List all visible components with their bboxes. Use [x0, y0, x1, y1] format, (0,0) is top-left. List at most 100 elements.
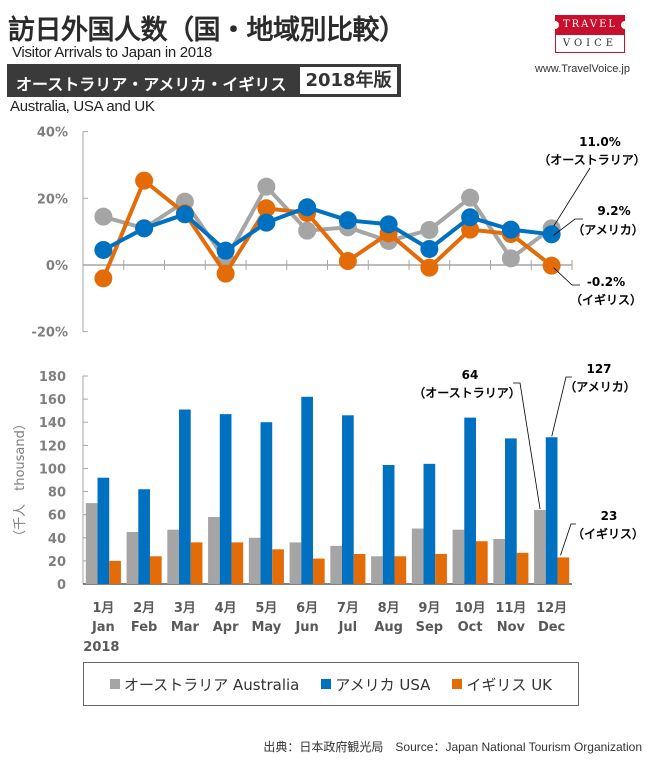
- line-point-usa: [216, 241, 235, 260]
- bar-uk: [394, 556, 407, 584]
- line-point-uk: [135, 171, 154, 190]
- bar-uk: [516, 552, 529, 584]
- bar-x-label-month-ja: 4月: [215, 601, 237, 616]
- bar-uk: [312, 558, 325, 584]
- line-point-uk: [338, 251, 357, 270]
- bar-australia: [289, 542, 302, 584]
- legend-item-uk: イギリス UK: [452, 674, 552, 695]
- line-point-australia: [94, 207, 113, 226]
- bar-x-label-month-ja: 10月: [455, 601, 486, 616]
- bar-usa: [97, 477, 110, 584]
- line-annotation-value-usa: 9.2%: [597, 204, 630, 218]
- bar-uk: [353, 553, 366, 584]
- line-point-uk: [94, 269, 113, 288]
- bar-usa: [138, 489, 150, 584]
- bar-x-label-year: 2018: [83, 640, 119, 655]
- line-annotation-value-uk: -0.2%: [587, 275, 625, 289]
- legend-item-usa: アメリカ USA: [321, 674, 430, 695]
- bar-x-label-month-en: Jun: [294, 620, 318, 635]
- line-point-usa: [501, 220, 520, 239]
- bar-x-label-month-ja: 6月: [296, 601, 318, 616]
- line-point-usa: [379, 215, 398, 234]
- bar-x-label-month-en: Apr: [213, 620, 239, 635]
- logo-notch-right: [621, 21, 629, 29]
- bar-australia: [371, 556, 383, 584]
- bar-usa: [342, 415, 354, 584]
- bar-chart: 0 20 40 60 80 100 120 140 160 180 （千人 thousand） 1月 J…: [13, 362, 644, 655]
- bar-y-tick-label: 60: [48, 509, 66, 524]
- line-callout-usa: [553, 218, 583, 236]
- line-chart: -20% 0% 20% 40% 11.0% （オーストラリア） 9.2% （アメリカ） -0.2…: [31, 126, 645, 341]
- bar-callout-usa: [551, 376, 572, 437]
- source-credit: 出典：日本政府観光局 Source：Japan National Tourism…: [263, 740, 642, 754]
- bar-uk: [190, 542, 203, 584]
- line-callout-uk: [553, 267, 580, 286]
- bar-annotation-value-australia: 64: [462, 368, 479, 382]
- line-annotation-value-australia: 11.0%: [579, 135, 621, 149]
- line-point-uk: [420, 258, 439, 277]
- bar-x-label-month-en: Jul: [338, 620, 358, 635]
- bar-uk: [272, 549, 284, 584]
- legend-swatch-usa: [321, 679, 332, 689]
- line-point-usa: [257, 213, 276, 232]
- bar-y-tick-label: 0: [57, 578, 66, 593]
- bar-australia: [411, 528, 424, 584]
- bar-australia: [208, 516, 220, 584]
- legend-label-uk: イギリス UK: [466, 675, 553, 694]
- line-point-australia: [461, 188, 480, 207]
- bar-usa: [179, 409, 191, 584]
- bar-y-tick-label: 120: [39, 439, 66, 454]
- bar-usa: [382, 464, 395, 584]
- bar-uk: [109, 560, 121, 584]
- bar-x-label-month-ja: 9月: [418, 601, 440, 616]
- bar-y-tick-label: 160: [39, 393, 66, 408]
- bar-x-label-month-en: Aug: [374, 620, 403, 635]
- bar-australia: [85, 503, 98, 584]
- bar-annotation-label-australia: （オーストラリア）: [413, 385, 520, 400]
- line-point-usa: [420, 239, 439, 258]
- bar-x-label-month-ja: 11月: [495, 601, 526, 616]
- bar-y-tick-label: 80: [48, 486, 66, 501]
- line-point-uk: [257, 199, 276, 218]
- logo-top-text: TRAVEL: [555, 15, 625, 35]
- bar-x-label-month-ja: 2月: [133, 601, 155, 616]
- edition-badge: 2018年版: [300, 67, 397, 94]
- line-point-usa: [175, 205, 194, 224]
- line-annotation-label-usa: （アメリカ）: [572, 222, 643, 237]
- bar-x-label-month-en: Feb: [131, 620, 157, 635]
- line-point-australia: [420, 220, 439, 239]
- bar-y-tick-label: 180: [39, 370, 66, 385]
- bar-usa: [260, 422, 273, 584]
- line-point-uk: [461, 220, 480, 239]
- bar-annotation-value-uk: 23: [601, 509, 618, 523]
- line-point-usa: [338, 211, 357, 230]
- bar-annotation-label-uk: （イギリス）: [572, 526, 644, 541]
- line-point-australia: [257, 177, 276, 196]
- bar-x-label-month-en: May: [251, 620, 281, 635]
- bar-australia: [493, 538, 506, 584]
- bar-uk: [475, 541, 488, 584]
- line-annotation-label-uk: （イギリス）: [570, 292, 642, 307]
- legend-item-australia: オーストラリア Australia: [109, 674, 299, 695]
- bar-x-label-month-en: Sep: [416, 620, 444, 635]
- bar-usa: [505, 438, 517, 584]
- bar-callout-australia: [513, 382, 541, 510]
- line-point-australia: [298, 221, 317, 240]
- bar-australia: [534, 510, 546, 584]
- line-y-tick-label: 20%: [37, 192, 68, 207]
- line-y-tick-label: -20%: [31, 326, 68, 341]
- bar-x-label-month-ja: 3月: [174, 601, 196, 616]
- bar-australia: [126, 532, 139, 584]
- line-point-usa: [542, 225, 561, 244]
- line-annotation-label-australia: （オーストラリア）: [538, 152, 645, 167]
- bar-usa: [301, 396, 313, 584]
- legend-swatch-uk: [452, 679, 463, 689]
- bar-x-label-month-en: Jan: [91, 620, 115, 635]
- bar-x-label-month-ja: 5月: [255, 601, 277, 616]
- page-title: 訪日外国人数（国・地域別比較）: [8, 15, 406, 46]
- logo-bottom-text: VOICE: [555, 35, 625, 53]
- bar-usa: [464, 417, 476, 584]
- line-point-usa: [461, 208, 480, 227]
- line-point-usa: [135, 219, 154, 238]
- bar-y-tick-label: 100: [39, 462, 66, 477]
